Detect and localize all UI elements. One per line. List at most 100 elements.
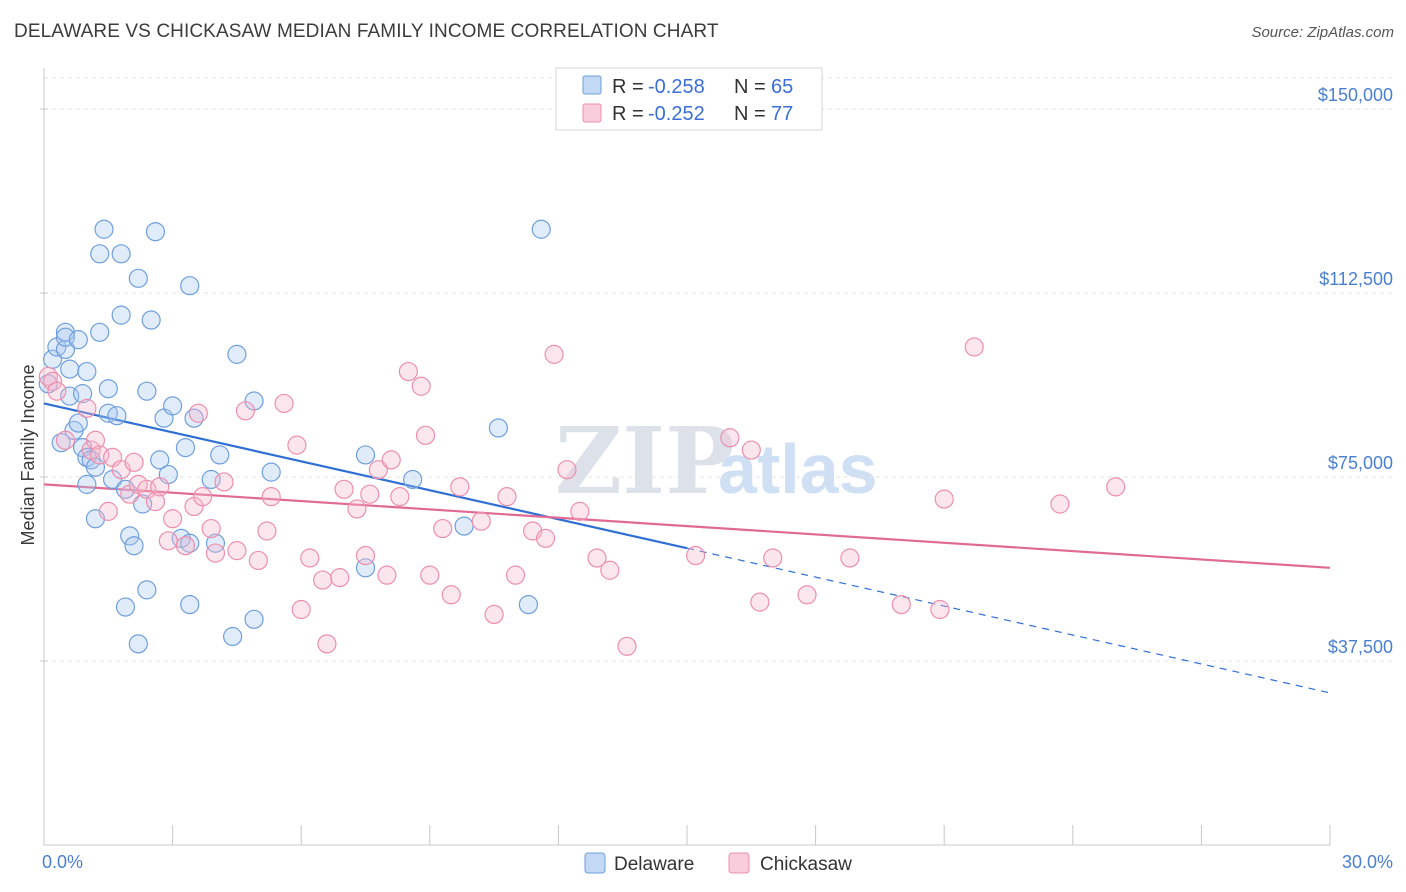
trend-lines [43, 402, 1331, 694]
chickasaw-point [150, 477, 170, 497]
y-tick-labels: $37,500 $75,000 $112,500 $150,000 [1318, 85, 1393, 657]
data-points [38, 219, 1126, 656]
chart-title: DELAWARE VS CHICKASAW MEDIAN FAMILY INCO… [14, 21, 719, 42]
chickasaw-point [433, 518, 453, 539]
x-tick-label-max: 30.0% [1342, 852, 1393, 872]
chickasaw-point [85, 430, 106, 450]
chickasaw-point [617, 636, 637, 656]
legend-n-value-delaware: 65 [771, 76, 793, 98]
grid-lines [44, 77, 1394, 662]
legend-n-label-chickasaw: N = [734, 103, 766, 125]
y-tick-label: $75,000 [1328, 453, 1393, 473]
chickasaw-point [544, 344, 564, 364]
watermark-atlas: atlas [718, 430, 878, 508]
chickasaw-point [355, 545, 376, 566]
delaware-point [111, 244, 131, 264]
delaware-trend-line [43, 402, 688, 550]
delaware-point [120, 526, 140, 546]
y-tick-label: $150,000 [1318, 85, 1393, 105]
x-tick-label-min: 0.0% [42, 852, 83, 872]
series-swatch-chickasaw [728, 852, 750, 874]
chickasaw-point [261, 487, 281, 507]
delaware-point [163, 396, 183, 416]
series-swatch-delaware [584, 852, 606, 874]
chickasaw-point [415, 425, 436, 445]
chickasaw-point [441, 585, 461, 605]
delaware-point [77, 474, 97, 494]
delaware-point [72, 384, 93, 404]
delaware-point [90, 244, 110, 264]
chickasaw-point [750, 592, 770, 612]
delaware-point [180, 276, 200, 296]
chickasaw-point [685, 545, 706, 566]
chickasaw-point [535, 528, 556, 548]
delaware-point [128, 268, 148, 288]
chickasaw-point [450, 477, 470, 497]
chickasaw-point [930, 599, 950, 620]
chickasaw-point [317, 634, 337, 654]
legend-r-value-delaware: -0.258 [648, 76, 705, 98]
delaware-point [124, 536, 144, 556]
legend-swatch-delaware [582, 75, 602, 95]
chickasaw-point [484, 604, 504, 625]
stats-legend: R = -0.258 N = 65 R = -0.252 N = 77 [555, 67, 823, 131]
delaware-point [60, 359, 80, 379]
chickasaw-point [471, 511, 491, 531]
axes [40, 68, 1331, 846]
chickasaw-point [381, 450, 401, 470]
chickasaw-point [390, 487, 410, 507]
chickasaw-point [360, 484, 380, 504]
chickasaw-point [235, 401, 256, 421]
chickasaw-point [175, 536, 196, 556]
chickasaw-point [248, 550, 268, 571]
series-legend: Delaware Chickasaw [584, 852, 852, 875]
delaware-point [531, 219, 551, 239]
chickasaw-point [891, 594, 911, 615]
chickasaw-point [587, 548, 607, 568]
delaware-point [115, 597, 136, 617]
chickasaw-point [557, 460, 577, 480]
delaware-point [137, 381, 157, 401]
delaware-point [128, 634, 148, 654]
chickasaw-point [55, 430, 76, 450]
chickasaw-point [600, 560, 620, 580]
delaware-point [518, 594, 538, 615]
delaware-point [261, 462, 281, 482]
delaware-point [403, 469, 423, 490]
chickasaw-point [720, 428, 740, 448]
delaware-point [137, 580, 157, 600]
delaware-point [210, 445, 230, 465]
delaware-point [150, 450, 170, 470]
series-name-delaware: Delaware [614, 854, 694, 875]
delaware-point [98, 379, 118, 399]
chickasaw-point [42, 371, 63, 391]
chickasaw-point [840, 548, 860, 568]
chickasaw-point [741, 440, 761, 460]
chickasaw-point [47, 381, 67, 401]
watermark-zip: ZIP [555, 407, 734, 515]
chickasaw-point [313, 570, 333, 590]
chickasaw-point [77, 398, 97, 418]
delaware-point [355, 445, 376, 465]
y-tick-label: $112,500 [1319, 269, 1393, 289]
delaware-point [205, 533, 226, 553]
delaware-point [94, 219, 114, 239]
legend-swatch-chickasaw [582, 103, 602, 123]
delaware-point [454, 516, 474, 536]
chickasaw-point [411, 376, 431, 396]
chickasaw-trend-line [43, 483, 1331, 569]
delaware-point [145, 222, 166, 242]
chickasaw-point [227, 541, 247, 561]
delaware-point [180, 594, 200, 615]
chickasaw-point [257, 521, 277, 541]
chickasaw-point [163, 509, 183, 529]
chickasaw-point [1050, 494, 1070, 514]
delaware-point [68, 413, 88, 433]
legend-r-value-chickasaw: -0.252 [648, 103, 705, 125]
chickasaw-point [124, 452, 144, 472]
chickasaw-point [763, 548, 783, 568]
chickasaw-point [934, 489, 954, 509]
chickasaw-point [377, 565, 397, 585]
y-tick-label: $37,500 [1328, 637, 1393, 657]
chickasaw-point [205, 543, 226, 563]
